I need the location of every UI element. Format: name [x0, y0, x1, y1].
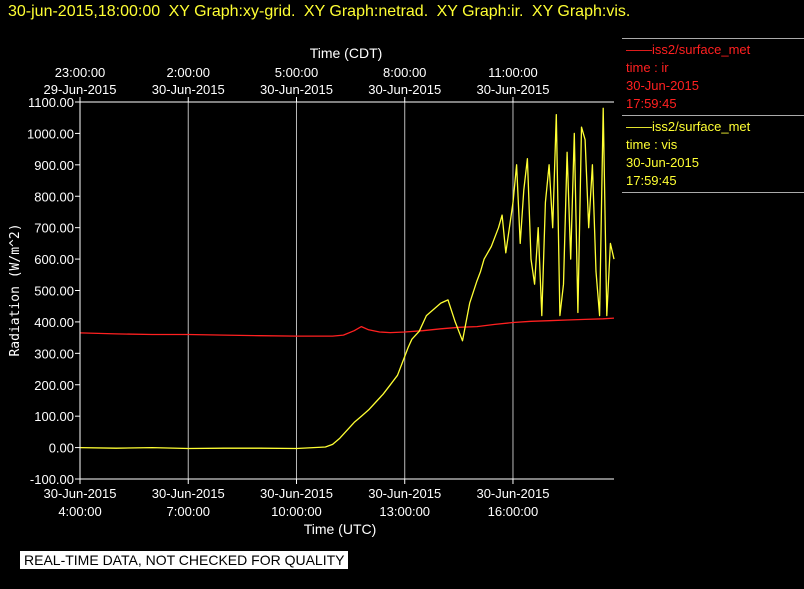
- legend-vis-var: time : vis: [626, 137, 678, 152]
- x-top-tick-label-time: 8:00:00: [383, 65, 426, 80]
- series-layer: [79, 107, 615, 450]
- legend-vis-source: ——iss2/surface_met: [626, 119, 751, 134]
- title-graph-ir: XY Graph:ir.: [436, 3, 524, 20]
- x-tick-label-time: 4:00:00: [58, 504, 101, 519]
- x-top-tick-label-time: 23:00:00: [55, 65, 106, 80]
- y-tick-label: 1100.00: [28, 95, 74, 110]
- x-top-tick-label-date: 30-Jun-2015: [260, 82, 333, 97]
- x-tick-label-time: 13:00:00: [379, 504, 430, 519]
- title-timestamp: 30-jun-2015,18:00:00: [8, 3, 161, 20]
- x-top-tick-label-time: 11:00:00: [488, 65, 538, 80]
- series-line-vis: [79, 107, 615, 450]
- legend: ——iss2/surface_met time : ir 30-Jun-2015…: [622, 38, 804, 193]
- x-tick-label-date: 30-Jun-2015: [368, 486, 441, 501]
- y-tick-label: 600.00: [34, 252, 74, 267]
- x-top-tick-label-time: 5:00:00: [275, 65, 318, 80]
- legend-entry-vis: ——iss2/surface_met time : vis 30-Jun-201…: [622, 116, 804, 193]
- series-line-ir: [79, 317, 615, 337]
- x-tick-label-time: 10:00:00: [271, 504, 322, 519]
- y-tick-label: 500.00: [34, 284, 74, 299]
- y-tick-label: 1000.00: [27, 126, 74, 141]
- y-tick-label: -100.00: [30, 472, 74, 487]
- x-tick-label-date: 30-Jun-2015: [152, 486, 225, 501]
- x-axis-label-bottom: Time (UTC): [304, 521, 377, 537]
- title-graph-netrad: XY Graph:netrad.: [303, 3, 429, 20]
- y-tick-label: 0.00: [49, 441, 74, 456]
- x-tick-label-date: 30-Jun-2015: [260, 486, 333, 501]
- y-tick-label: 800.00: [34, 189, 74, 204]
- legend-vis-time: 17:59:45: [626, 173, 677, 188]
- legend-entry-ir: ——iss2/surface_met time : ir 30-Jun-2015…: [622, 38, 804, 116]
- x-top-tick-label-time: 2:00:00: [167, 65, 210, 80]
- quality-disclaimer: REAL-TIME DATA, NOT CHECKED FOR QUALITY: [20, 551, 349, 569]
- y-tick-label: 700.00: [34, 221, 74, 236]
- x-top-tick-label-date: 30-Jun-2015: [152, 82, 225, 97]
- x-tick-label-time: 7:00:00: [167, 504, 210, 519]
- legend-ir-var: time : ir: [626, 60, 669, 75]
- x-tick-label-time: 16:00:00: [488, 504, 539, 519]
- y-tick-label: 200.00: [34, 378, 74, 393]
- legend-ir-source: ——iss2/surface_met: [626, 42, 751, 57]
- y-tick-label: 100.00: [34, 409, 74, 424]
- grid-layer: [187, 102, 514, 479]
- title-graph-xy-grid: XY Graph:xy-grid.: [168, 3, 296, 20]
- legend-ir-time: 17:59:45: [626, 96, 677, 111]
- x-top-tick-label-date: 29-Jun-2015: [44, 82, 117, 97]
- legend-vis-date: 30-Jun-2015: [626, 155, 699, 170]
- x-tick-label-date: 30-Jun-2015: [476, 486, 549, 501]
- title-bar: 30-jun-2015,18:00:00 XY Graph:xy-grid. X…: [8, 3, 634, 21]
- y-axis-label: Radiation (W/m^2): [8, 223, 23, 356]
- x-top-tick-label-date: 30-Jun-2015: [368, 82, 441, 97]
- y-tick-label: 400.00: [34, 315, 74, 330]
- y-tick-label: 900.00: [34, 158, 74, 173]
- axis-layer: -100.00 0.00 100.00 200.00 300.00 400.00 500.0…: [27, 65, 614, 519]
- title-graph-vis: XY Graph:vis.: [531, 3, 631, 20]
- x-tick-label-date: 30-Jun-2015: [44, 486, 117, 501]
- x-axis-label-top: Time (CDT): [310, 45, 383, 61]
- legend-ir-date: 30-Jun-2015: [626, 78, 699, 93]
- y-tick-label: 300.00: [34, 346, 74, 361]
- x-top-tick-label-date: 30-Jun-2015: [476, 82, 549, 97]
